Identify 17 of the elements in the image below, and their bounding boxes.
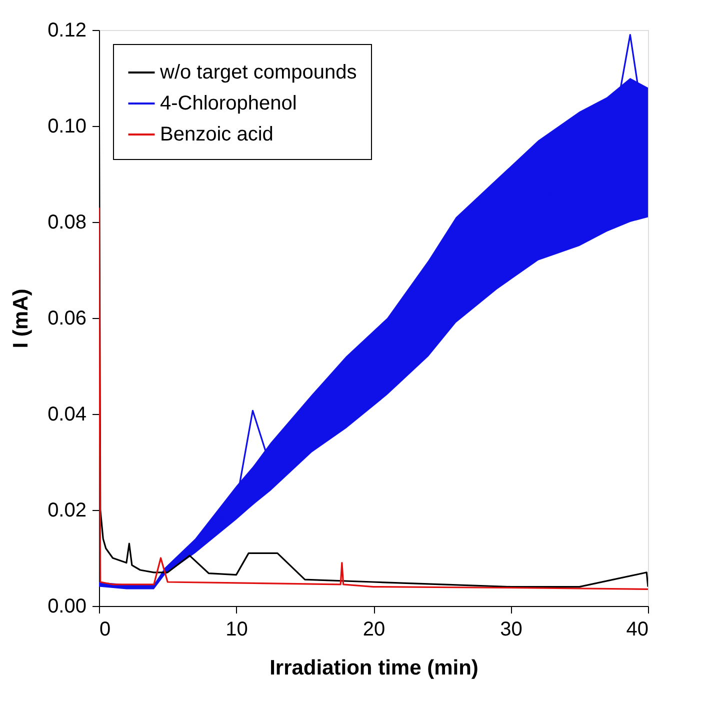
legend-label: w/o target compounds — [159, 62, 357, 84]
x-tick-label: 10 — [226, 618, 248, 640]
legend-label: 4-Chlorophenol — [160, 92, 297, 114]
x-axis-title: Irradiation time (min) — [270, 656, 478, 680]
y-axis-title: I (mA) — [10, 288, 33, 348]
x-tick-label: 20 — [362, 618, 386, 640]
y-tick-label: 0.02 — [48, 500, 86, 522]
y-tick-label: 0.10 — [48, 116, 86, 138]
legend-label: Benzoic acid — [160, 124, 274, 146]
x-tick-label: 0 — [100, 618, 111, 640]
y-tick-label: 0.04 — [48, 404, 86, 426]
y-tick-label: 0.00 — [48, 596, 86, 618]
x-tick-label: 30 — [500, 618, 522, 640]
y-tick-label: 0.12 — [48, 20, 86, 42]
x-tick-label: 40 — [626, 618, 648, 640]
y-tick-label: 0.06 — [48, 308, 86, 330]
y-tick-label: 0.08 — [48, 212, 86, 234]
